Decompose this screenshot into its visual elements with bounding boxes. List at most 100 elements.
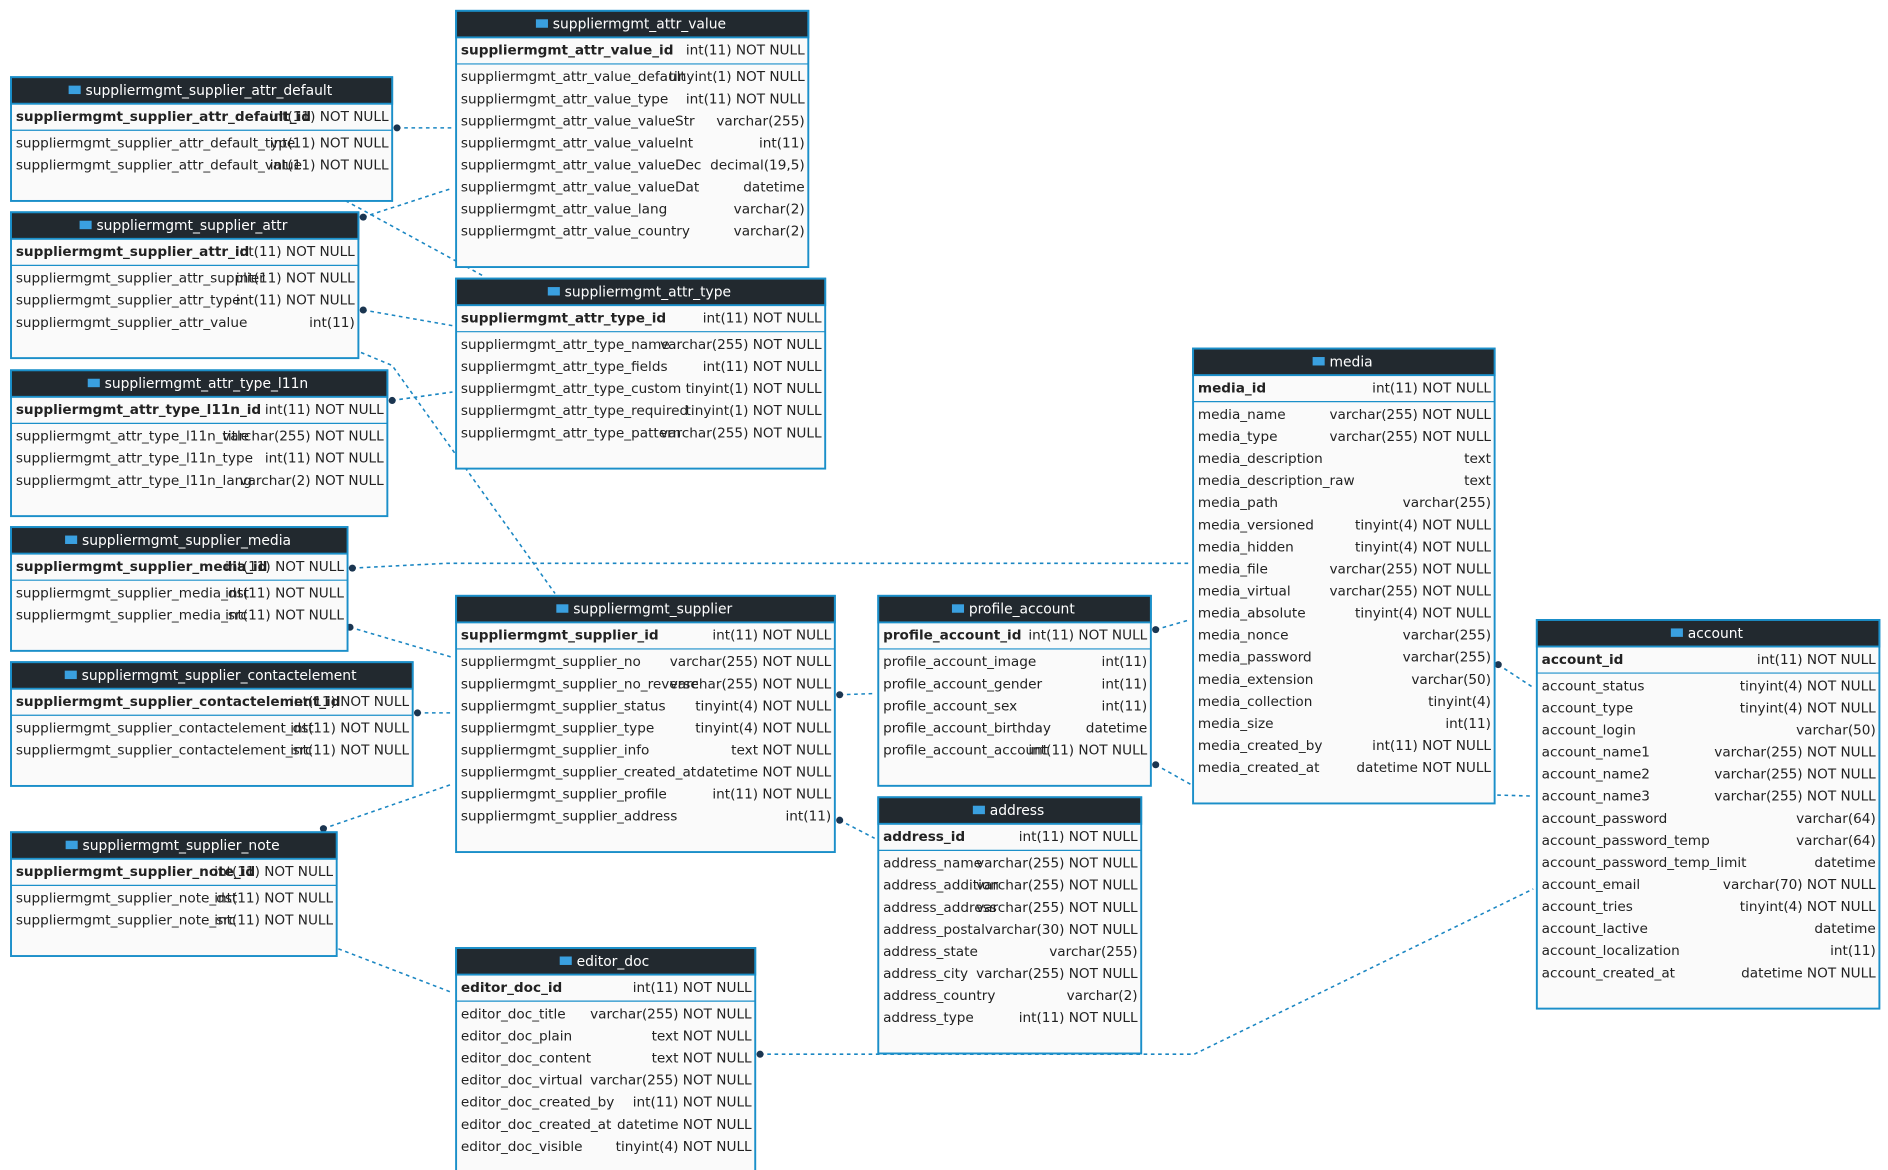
table-name: suppliermgmt_supplier_contactelement (82, 668, 357, 684)
column-name: account_tries (1542, 899, 1633, 915)
column-name: profile_account_id (883, 628, 1021, 644)
table-header (877, 594, 1152, 624)
table-icon (1312, 357, 1325, 366)
column-type: varchar(70) NOT NULL (1723, 877, 1876, 893)
column-type: varchar(255) NOT NULL (590, 1006, 752, 1022)
column-name: media_created_by (1198, 738, 1323, 754)
column-name: suppliermgmt_supplier_contactelement_dst (16, 721, 314, 737)
table-header (1535, 619, 1881, 648)
column-type: int(11) NOT NULL (633, 980, 752, 996)
column-type: int(11) NOT NULL (214, 891, 333, 907)
column-name: suppliermgmt_attr_type_l11n_lang (16, 473, 252, 489)
column-name: media_file (1198, 561, 1268, 577)
column-name: suppliermgmt_supplier_media_id (16, 559, 268, 575)
column-type: varchar(255) (1403, 650, 1491, 666)
column-type: int(11) (309, 315, 355, 331)
column-name: suppliermgmt_supplier_attr_type (16, 293, 241, 309)
column-type: int(11) NOT NULL (686, 91, 805, 107)
column-type: int(11) NOT NULL (633, 1095, 752, 1111)
column-name: address_id (883, 829, 965, 845)
column-name: suppliermgmt_attr_value_valueInt (461, 135, 694, 151)
column-name: suppliermgmt_attr_value_type (461, 91, 668, 107)
column-name: suppliermgmt_attr_value_default (461, 69, 687, 85)
column-type: int(11) NOT NULL (712, 787, 831, 803)
column-name: editor_doc_id (461, 980, 562, 996)
column-type: int(11) NOT NULL (214, 864, 333, 880)
table-header (10, 211, 360, 240)
column-name: account_status (1542, 678, 1645, 694)
table-icon (68, 85, 81, 95)
column-name: suppliermgmt_supplier_status (461, 698, 666, 714)
column-type: int(11) NOT NULL (214, 913, 333, 929)
relation (359, 187, 453, 221)
column-name: media_description_raw (1198, 473, 1355, 489)
table-name: suppliermgmt_supplier (573, 602, 732, 618)
column-type: int(11) NOT NULL (686, 43, 805, 59)
table-header (455, 277, 827, 307)
table: suppliermgmt_attr_type suppliermgmt_attr_… (455, 277, 827, 470)
table-icon (65, 840, 78, 850)
column-name: account_name3 (1542, 789, 1650, 805)
column-type: int(11) NOT NULL (270, 136, 389, 152)
table-body (877, 796, 1143, 1055)
column-type: text NOT NULL (731, 742, 831, 758)
column-name: editor_doc_created_by (461, 1095, 614, 1111)
column-name: suppliermgmt_attr_type_required (461, 403, 688, 419)
column-name: suppliermgmt_attr_value_country (461, 224, 690, 240)
column-type: text (1464, 473, 1492, 489)
table-icon (64, 670, 77, 680)
relation (836, 691, 875, 699)
relation (346, 623, 453, 659)
table-icon (972, 805, 985, 815)
column-type: int(11) (1102, 676, 1148, 692)
column-name: suppliermgmt_supplier_no_reverse (461, 676, 699, 692)
table-header (455, 947, 757, 976)
column-name: editor_doc_title (461, 1006, 566, 1022)
column-type: tinyint(4) NOT NULL (1355, 539, 1491, 555)
column-type: varchar(255) (1403, 628, 1491, 644)
column-type: datetime NOT NULL (617, 1117, 752, 1133)
column-type: datetime NOT NULL (1356, 760, 1491, 776)
column-name: address_city (883, 966, 968, 982)
relation (319, 783, 453, 833)
column-name: account_password_temp (1542, 833, 1710, 849)
column-type: varchar(2) (734, 202, 805, 218)
column-type: int(11) NOT NULL (1019, 1010, 1138, 1026)
column-name: account_type (1542, 700, 1633, 716)
column-name: address_type (883, 1010, 974, 1026)
column-name: media_nonce (1198, 628, 1289, 644)
relation (388, 391, 453, 404)
table-header (455, 594, 836, 624)
column-name: suppliermgmt_supplier_attr_default_id (16, 109, 311, 125)
table-icon (547, 287, 560, 296)
column-type: datetime (1086, 720, 1147, 736)
column-name: media_type (1198, 429, 1278, 445)
column-name: suppliermgmt_attr_type_fields (461, 359, 668, 375)
column-type: int(11) NOT NULL (290, 694, 409, 710)
table-body (455, 594, 836, 854)
column-name: media_created_at (1198, 760, 1320, 776)
column-name: suppliermgmt_supplier_note_id (16, 864, 255, 880)
column-type: int(11) NOT NULL (1028, 628, 1147, 644)
column-type: varchar(64) (1796, 833, 1876, 849)
column-name: address_country (883, 988, 995, 1004)
column-name: suppliermgmt_attr_type_name (461, 337, 670, 353)
table-name: suppliermgmt_attr_type_l11n (105, 376, 309, 392)
table: suppliermgmt_supplier_attr_defaultsuppli… (10, 76, 394, 202)
column-type: tinyint(1) NOT NULL (686, 381, 822, 397)
table: editor_doc editor_doc_id int(11) NOT NULL e… (455, 947, 757, 1170)
column-type: varchar(255) NOT NULL (590, 1073, 752, 1089)
table-icon (951, 604, 965, 613)
column-type: tinyint(4) NOT NULL (1355, 606, 1491, 622)
table: suppliermgmt_attr_value suppliermgmt_attr… (455, 9, 810, 269)
column-type: datetime NOT NULL (1741, 965, 1876, 981)
column-type: varchar(255) NOT NULL (976, 966, 1138, 982)
column-type: text NOT NULL (652, 1051, 752, 1067)
column-type: datetime (743, 180, 804, 196)
column-name: media_password (1198, 650, 1312, 666)
table-name: suppliermgmt_supplier_attr (96, 218, 287, 234)
table-name: suppliermgmt_attr_value (553, 17, 726, 33)
column-type: varchar(255) NOT NULL (1714, 745, 1876, 761)
table: suppliermgmt_supplier suppliermgmt_suppli… (455, 594, 836, 854)
column-type: tinyint(4) NOT NULL (1740, 899, 1876, 915)
